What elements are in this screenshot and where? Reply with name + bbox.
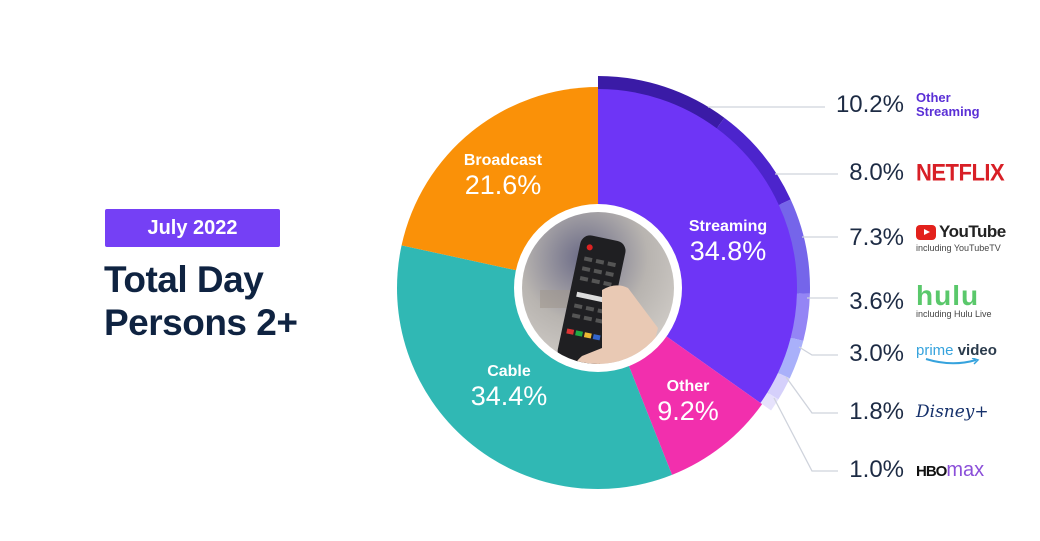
slice-label-other: Other 9.2%: [657, 378, 719, 426]
legend-pct: 3.6%: [849, 287, 904, 315]
max-word: max: [946, 458, 985, 481]
ring-segment-3: [790, 293, 810, 341]
slice-label-cable: Cable 34.4%: [471, 363, 548, 411]
brand-line-1: Other: [916, 90, 951, 105]
ring-segment-4: [778, 337, 804, 379]
hulu-logo: hulu including Hulu Live: [916, 280, 992, 320]
youtube-subtitle: including YouTubeTV: [916, 243, 1001, 253]
legend-hulu: 3.6% hulu including Hulu Live: [820, 280, 992, 320]
slice-value: 34.4%: [470, 381, 548, 411]
slice-name: Cable: [487, 363, 531, 380]
ring-segment-5: [767, 372, 790, 400]
netflix-logo: NETFLIX: [916, 158, 1005, 187]
brand-line-2: Streaming: [916, 104, 980, 119]
slice-label-broadcast: Broadcast 21.6%: [464, 152, 542, 200]
leader-line-hbo: [773, 397, 838, 472]
hbo-max-logo: HBOmax: [916, 459, 984, 482]
slice-label-streaming: Streaming 34.8%: [689, 218, 767, 266]
slice-streaming: [598, 87, 799, 405]
prime-word: prime: [916, 341, 954, 359]
slice-name: Streaming: [688, 218, 768, 235]
title-line-2: Persons 2+: [104, 302, 298, 343]
chart-title: Total Day Persons 2+: [104, 258, 298, 344]
youtube-wordmark: YouTube: [939, 222, 1006, 241]
slice-value: 34.8%: [689, 236, 767, 266]
legend-pct: 7.3%: [849, 223, 904, 251]
hbo-word: HBO: [916, 462, 947, 480]
ring-segment-2: [778, 199, 810, 294]
slice-value: 21.6%: [464, 170, 542, 200]
slice-value: 9.2%: [657, 396, 719, 426]
hulu-subtitle: including Hulu Live: [916, 309, 992, 319]
video-word: video: [957, 341, 997, 359]
ring-segment-0: [598, 76, 725, 129]
title-line-1: Total Day: [104, 259, 264, 300]
date-badge: July 2022: [105, 209, 280, 247]
legend-disney-plus: 1.8% Disney+: [820, 398, 989, 426]
disney-plus-logo: Disney+: [916, 402, 989, 422]
legend-pct: 1.0%: [849, 456, 904, 483]
ring-segment-6: [760, 392, 779, 411]
legend-pct: 10.2%: [835, 91, 904, 118]
amazon-smile-icon: [925, 357, 980, 365]
youtube-play-icon: [916, 224, 936, 240]
legend-hbo-max: 1.0% HBOmax: [820, 456, 984, 484]
slice-name: Broadcast: [463, 152, 543, 169]
youtube-logo: YouTube including YouTubeTV: [916, 222, 1006, 253]
leader-line-disney: [785, 376, 838, 414]
legend-youtube: 7.3% YouTube including YouTubeTV: [820, 222, 1006, 253]
hulu-wordmark: hulu: [916, 280, 980, 311]
ring-segment-1: [716, 117, 791, 205]
legend-pct: 1.8%: [849, 398, 904, 425]
slice-name: Other: [666, 378, 710, 395]
legend-prime-video: 3.0% prime video: [820, 340, 997, 368]
legend-other-streaming: 10.2% Other Streaming: [820, 91, 980, 119]
legend-pct: 3.0%: [849, 340, 904, 367]
prime-video-logo: prime video: [916, 343, 997, 366]
other-streaming-label: Other Streaming: [916, 91, 980, 119]
legend-pct: 8.0%: [849, 159, 904, 186]
leader-line-prime: [798, 346, 838, 356]
legend-netflix: 8.0% NETFLIX: [820, 159, 1004, 187]
